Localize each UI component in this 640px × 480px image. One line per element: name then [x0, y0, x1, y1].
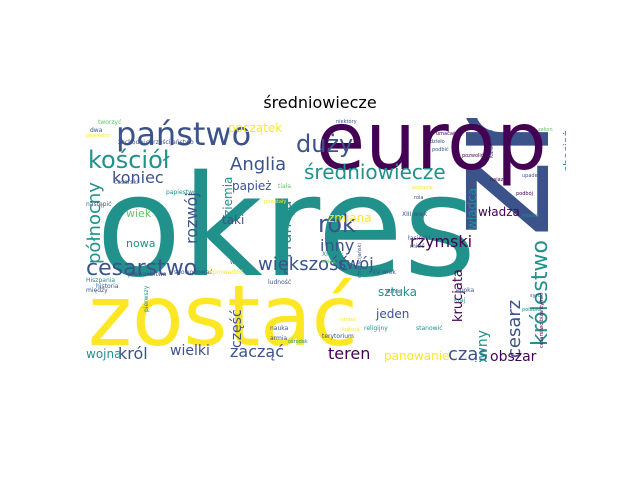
cloud-word: władca	[465, 187, 479, 230]
cloud-word: chociaż	[561, 130, 566, 172]
cloud-word: tiała	[278, 183, 292, 190]
cloud-word: sztuka	[378, 285, 417, 299]
cloud-word: papiestwo	[166, 189, 197, 196]
cloud-word: europ	[316, 118, 547, 188]
cloud-word: ludność	[268, 279, 292, 286]
cloud-word: XI wiek	[322, 251, 344, 258]
cloud-word: kraj	[454, 297, 466, 304]
cloud-word: dzieło	[430, 139, 445, 145]
cloud-word: krucjata	[451, 269, 466, 322]
cloud-word: Hiszpania	[86, 277, 116, 284]
cloud-word: religijny	[364, 325, 388, 332]
cloud-word: następić	[86, 201, 112, 208]
cloud-word: czas	[448, 344, 488, 363]
cloud-word: nauka	[270, 325, 289, 332]
cloud-word: cesarstwo	[86, 256, 198, 281]
cloud-word: zachodni	[118, 139, 145, 146]
cloud-word: zacząć	[230, 342, 284, 361]
cloud-word: podbój	[516, 191, 534, 197]
cloud-word: wzrost	[386, 289, 403, 295]
cloud-word: Anglia	[230, 154, 287, 175]
cloud-word: miasto	[522, 213, 539, 219]
cloud-word: epoka	[456, 287, 475, 294]
cloud-word: ośrodek	[288, 339, 308, 345]
cloud-word: łaciński	[408, 235, 431, 242]
cloud-word: dwa	[90, 127, 103, 134]
cloud-word: pozwolić	[462, 153, 484, 159]
cloud-word: papież	[232, 179, 272, 193]
cloud-word: wprowadzić	[208, 269, 244, 276]
cloud-word: ziemia	[221, 176, 235, 216]
cloud-word: powstały	[264, 199, 287, 205]
cloud-word: kościół	[88, 146, 170, 174]
cloud-word: państwo	[116, 118, 252, 153]
cloud-word: pierwszy	[143, 285, 150, 312]
cloud-word: król	[118, 344, 148, 362]
cloud-word: upadek	[522, 173, 541, 179]
figure-title: średniowiecze	[263, 93, 377, 112]
cloud-word: tworzyć	[98, 119, 122, 126]
cloud-word: najazd	[490, 177, 507, 183]
cloud-word: początek	[228, 121, 283, 135]
cloud-word: północny	[84, 182, 105, 264]
cloud-word: podbić	[432, 147, 449, 153]
cloud-word: powiedzy	[86, 133, 110, 139]
cloud-word: Karol wielki	[489, 129, 495, 158]
cloud-word: nowa	[126, 237, 156, 250]
cloud-word: prawa	[128, 271, 147, 278]
cloud-word: niektóry	[336, 119, 357, 125]
cloud-word: cesarstwo bizantyński	[539, 292, 545, 348]
cloud-word: stanowić	[416, 325, 443, 332]
cloud-word: mieć	[410, 243, 425, 250]
cloud-word: część	[229, 309, 245, 348]
cloud-word: wielki	[170, 343, 210, 359]
cloud-word: historia	[96, 283, 119, 290]
cloud-word: zostać	[88, 267, 358, 362]
cloud-word: panowanie	[384, 349, 450, 362]
cloud-word: władza	[478, 205, 520, 219]
cloud-word: inny	[320, 236, 355, 255]
cloud-word: XIII wiek	[402, 211, 428, 218]
cloud-word: wiek	[126, 207, 152, 220]
cloud-word: XV wiek	[372, 269, 396, 276]
cloud-word: Francja	[276, 200, 295, 258]
cloud-word: okres	[96, 146, 477, 309]
cloud-word: teren	[328, 344, 371, 362]
cloud-word: średniowiecze	[304, 160, 446, 184]
cloud-word: zakon	[538, 127, 553, 133]
cloud-word: rola	[414, 195, 424, 201]
cloud-word: większość	[258, 254, 349, 275]
cloud-word: syn	[530, 293, 539, 299]
cloud-word: jeden	[376, 307, 410, 321]
word-cloud: okreszmeuropzostaćpaństwokrólestwośredni…	[82, 118, 566, 362]
cloud-word: zmiana	[328, 211, 372, 225]
cloud-word: zostanie	[412, 185, 433, 191]
cloud-word: istnieć	[340, 317, 357, 323]
cloud-word: taki	[222, 213, 245, 227]
cloud-word: chlop	[322, 259, 336, 265]
cloud-word: swój	[338, 254, 374, 273]
cloud-word: obszar	[490, 349, 537, 362]
cloud-word: główny	[475, 329, 491, 362]
cloud-word: rozwój	[182, 192, 201, 244]
cloud-word: kultura	[342, 327, 360, 333]
cloud-word: armia	[270, 335, 288, 342]
cloud-word: połabie	[522, 307, 541, 313]
cloud-word: koniec	[112, 168, 164, 187]
cloud-word: wojna	[86, 347, 122, 361]
cloud-word: rzymski	[410, 232, 473, 251]
cloud-word: chrześcijański	[357, 243, 363, 278]
cloud-word: terytorium	[322, 333, 354, 340]
cloud-word: rok	[318, 210, 356, 238]
cloud-word: cesarski	[114, 179, 139, 186]
cloud-word: spowodować	[174, 269, 213, 276]
cloud-word: chrześcijaństwo	[146, 139, 194, 146]
cloud-word: między	[86, 287, 108, 294]
cloud-word: bitwa	[150, 271, 167, 278]
cloud-word: walka	[230, 259, 248, 266]
cloud-word: umacać	[436, 131, 456, 137]
cloud-word: duży	[296, 130, 354, 158]
